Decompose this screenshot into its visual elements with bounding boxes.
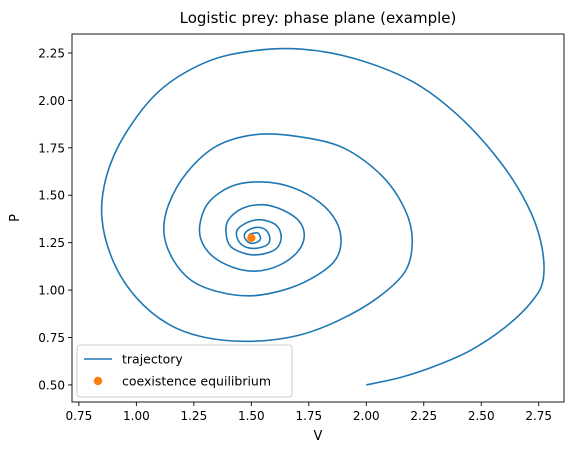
x-axis-ticks: 0.75 1.00 1.25 1.50 1.75 2.00 2.25 2.50 2.75 [66,402,552,423]
y-tick-label: 0.75 [38,331,65,345]
y-axis-ticks: 0.50 0.75 1.00 1.25 1.50 1.75 2.00 2.25 [38,46,72,392]
x-tick-label: 2.50 [468,409,495,423]
x-tick-label: 2.25 [410,409,437,423]
y-tick-label: 0.50 [38,378,65,392]
x-tick-label: 2.75 [525,409,552,423]
x-tick-label: 2.00 [353,409,380,423]
equilibrium-series [247,233,256,243]
legend-equilibrium-swatch [93,376,103,386]
legend: trajectory coexistence equilibrium [76,344,293,398]
y-axis-label: P [8,214,23,222]
y-tick-label: 1.50 [38,189,65,203]
legend-label-trajectory: trajectory [122,352,183,367]
trajectory-line [100,47,545,386]
legend-box [76,344,293,398]
x-tick-label: 1.50 [238,409,265,423]
y-tick-label: 1.00 [38,284,65,298]
chart-title: Logistic prey: phase plane (example) [180,9,457,27]
x-tick-label: 0.75 [66,409,93,423]
equilibrium-point [247,233,256,243]
x-tick-label: 1.25 [180,409,207,423]
plot-area-frame [71,33,565,403]
y-tick-label: 2.00 [38,94,65,108]
trajectory-series [100,47,545,386]
x-axis-label: V [314,429,323,444]
y-tick-label: 1.75 [38,141,65,155]
y-tick-label: 2.25 [38,46,65,60]
x-tick-label: 1.00 [123,409,150,423]
y-tick-label: 1.25 [38,236,65,250]
x-tick-label: 1.75 [295,409,322,423]
legend-label-equilibrium: coexistence equilibrium [122,374,271,389]
